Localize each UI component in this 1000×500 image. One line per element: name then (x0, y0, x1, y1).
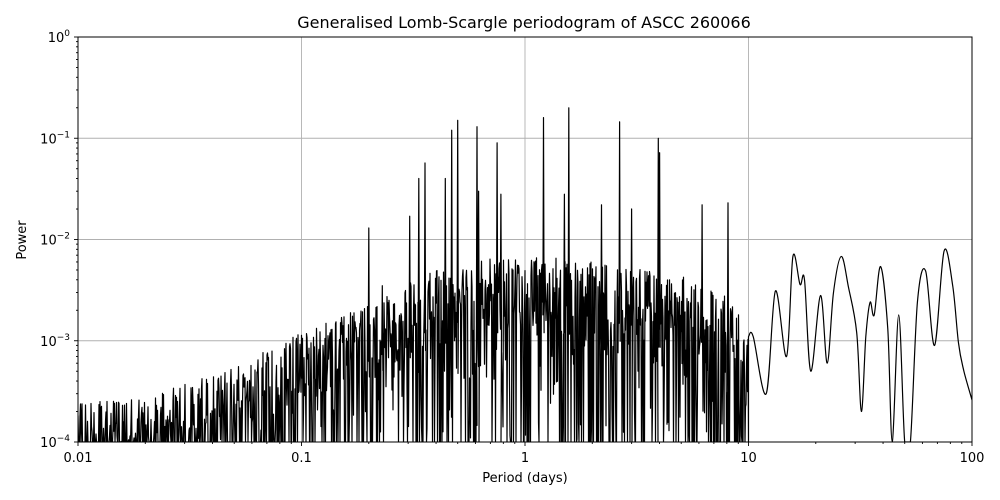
x-tick-label: 0.1 (291, 451, 312, 466)
y-axis-label: Power (15, 220, 30, 260)
x-tick-label: 0.01 (64, 451, 93, 466)
x-tick-label: 100 (960, 451, 985, 466)
y-tick-label: 10−3 (40, 333, 70, 350)
x-tick-label: 1 (521, 451, 529, 466)
periodogram-line (78, 107, 972, 442)
y-tick-label: 10−4 (40, 434, 70, 451)
chart-title: Generalised Lomb-Scargle periodogram of … (297, 13, 751, 32)
x-axis-label: Period (days) (482, 471, 568, 486)
power-series (78, 107, 972, 442)
y-tick-label: 10−2 (40, 232, 70, 249)
y-tick-label: 100 (48, 29, 71, 46)
y-tick-label: 10−1 (40, 130, 70, 147)
y-axis: 10−4 10−3 10−2 10−1 100 (40, 29, 78, 451)
x-axis: 0.01 0.1 1 10 100 (64, 442, 985, 466)
x-tick-label: 10 (740, 451, 757, 466)
grid-lines (78, 37, 972, 442)
